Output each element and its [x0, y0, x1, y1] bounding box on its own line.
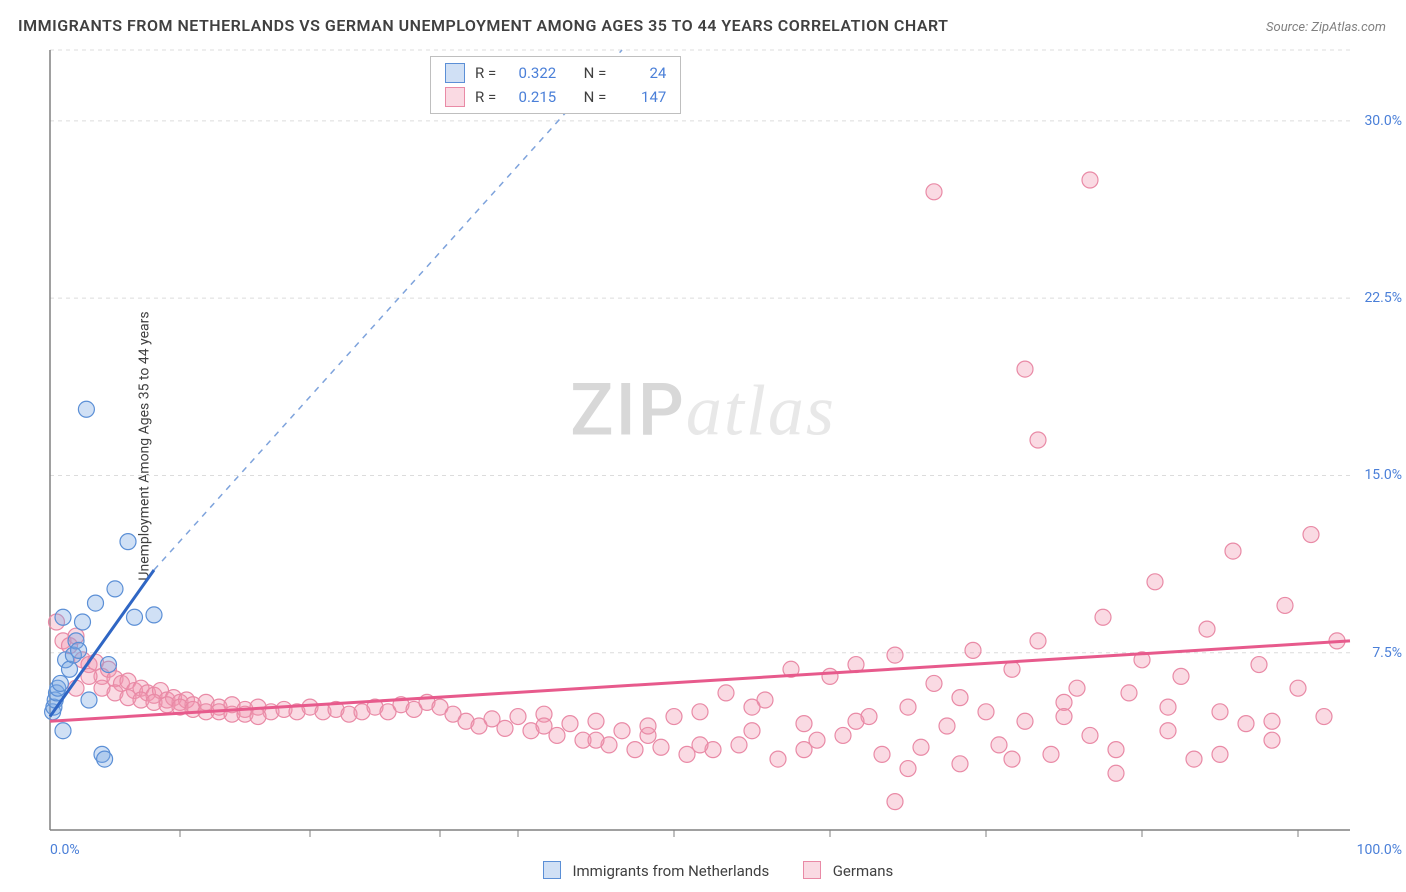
- scatter-plot: 0.0% 100.0% 7.5%15.0%22.5%30.0%: [50, 50, 1350, 830]
- y-tick: 7.5%: [1372, 645, 1402, 661]
- x-tick-min: 0.0%: [50, 842, 80, 858]
- legend-row-blue: R = 0.322 N = 24: [445, 61, 666, 85]
- legend-swatch-pink-bottom: [803, 861, 821, 879]
- chart-title: IMMIGRANTS FROM NETHERLANDS VS GERMAN UN…: [18, 16, 949, 35]
- source-label: Source: ZipAtlas.com: [1266, 20, 1386, 35]
- correlation-legend: R = 0.322 N = 24 R = 0.215 N = 147: [430, 56, 681, 114]
- legend-swatch-pink: [445, 87, 465, 107]
- legend-swatch-blue: [445, 63, 465, 83]
- legend-label-blue: Immigrants from Netherlands: [572, 862, 769, 880]
- series-legend: Immigrants from Netherlands Germans: [0, 861, 1406, 880]
- y-tick: 15.0%: [1364, 467, 1402, 483]
- y-tick: 22.5%: [1364, 290, 1402, 306]
- legend-label-pink: Germans: [833, 862, 894, 880]
- legend-row-pink: R = 0.215 N = 147: [445, 85, 666, 109]
- legend-swatch-blue-bottom: [543, 861, 561, 879]
- y-tick: 30.0%: [1364, 113, 1402, 129]
- x-tick-max: 100.0%: [1357, 842, 1402, 858]
